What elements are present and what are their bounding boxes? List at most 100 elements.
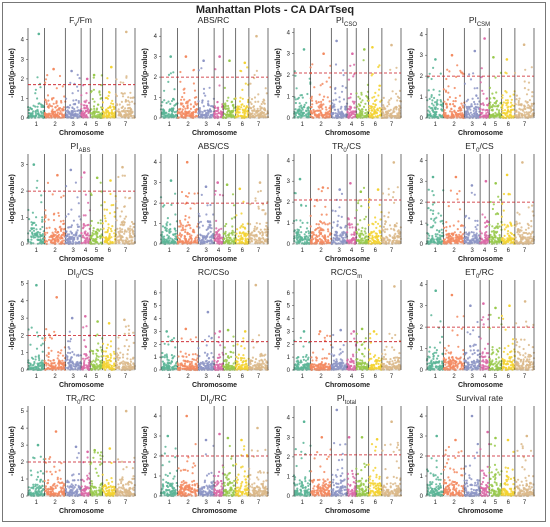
snp-point bbox=[505, 104, 508, 107]
snp-point bbox=[371, 241, 374, 244]
snp-point bbox=[362, 239, 365, 242]
snp-point bbox=[506, 224, 509, 227]
peak-point bbox=[322, 52, 325, 55]
snp-point bbox=[228, 232, 231, 235]
snp-point bbox=[249, 101, 252, 104]
snp-point bbox=[129, 232, 132, 235]
snp-point bbox=[59, 110, 62, 113]
peak-point bbox=[298, 177, 302, 181]
snp-point bbox=[39, 86, 42, 89]
snp-point bbox=[334, 112, 337, 115]
snp-point bbox=[129, 91, 132, 94]
snp-point bbox=[389, 234, 392, 238]
x-tick-label: 5 bbox=[95, 122, 99, 128]
snp-point bbox=[326, 96, 329, 99]
snp-point bbox=[29, 106, 32, 109]
snp-point bbox=[262, 209, 265, 212]
snp-point bbox=[447, 205, 450, 208]
snp-point bbox=[500, 105, 504, 108]
snp-point bbox=[509, 239, 512, 242]
snp-point bbox=[202, 105, 205, 108]
snp-point bbox=[532, 114, 535, 117]
snp-point bbox=[385, 113, 388, 116]
snp-point bbox=[58, 226, 61, 229]
snp-point bbox=[248, 96, 251, 99]
snp-point bbox=[78, 225, 81, 228]
snp-point bbox=[161, 101, 164, 104]
snp-point bbox=[77, 202, 80, 205]
snp-point bbox=[236, 115, 239, 118]
snp-point bbox=[109, 192, 112, 196]
snp-point bbox=[200, 193, 203, 196]
snp-point bbox=[65, 215, 68, 218]
snp-point bbox=[234, 97, 237, 100]
snp-point bbox=[476, 106, 479, 109]
snp-point bbox=[111, 111, 114, 114]
snp-point bbox=[530, 66, 533, 69]
snp-point bbox=[432, 209, 435, 212]
snp-point bbox=[337, 238, 340, 241]
snp-point bbox=[443, 226, 446, 229]
snp-point bbox=[334, 98, 338, 101]
snp-point bbox=[187, 192, 191, 195]
snp-point bbox=[311, 103, 314, 106]
snp-point bbox=[87, 110, 90, 114]
snp-point bbox=[358, 97, 362, 100]
snp-point bbox=[395, 115, 398, 118]
snp-point bbox=[440, 241, 443, 244]
snp-point bbox=[176, 236, 179, 239]
peak-point bbox=[85, 77, 89, 81]
snp-point bbox=[180, 190, 184, 194]
snp-point bbox=[363, 218, 366, 221]
snp-point bbox=[34, 236, 37, 239]
snp-point bbox=[441, 231, 444, 234]
snp-point bbox=[45, 101, 48, 104]
snp-point bbox=[106, 77, 109, 80]
snp-point bbox=[453, 105, 456, 108]
snp-point bbox=[461, 233, 464, 236]
snp-point bbox=[253, 108, 256, 111]
snp-point bbox=[118, 227, 122, 230]
snp-point bbox=[443, 239, 446, 242]
snp-point bbox=[129, 225, 132, 228]
snp-point bbox=[450, 232, 453, 235]
snp-point bbox=[448, 70, 451, 73]
snp-point bbox=[498, 239, 501, 243]
snp-point bbox=[233, 216, 236, 219]
snp-point bbox=[173, 88, 176, 91]
snp-point bbox=[391, 90, 394, 93]
snp-point bbox=[384, 228, 387, 231]
snp-point bbox=[51, 97, 54, 100]
snp-point bbox=[439, 115, 442, 118]
snp-point bbox=[202, 92, 206, 95]
snp-point bbox=[101, 101, 104, 104]
snp-point bbox=[113, 215, 116, 218]
snp-point bbox=[369, 112, 372, 115]
snp-point bbox=[445, 226, 448, 229]
peak-point bbox=[505, 173, 509, 177]
snp-point bbox=[179, 112, 182, 116]
snp-point bbox=[252, 106, 255, 109]
snp-point bbox=[34, 92, 37, 95]
snp-point bbox=[120, 92, 123, 95]
snp-point bbox=[387, 193, 390, 196]
snp-point bbox=[463, 233, 466, 236]
snp-point bbox=[226, 111, 229, 114]
snp-point bbox=[92, 76, 95, 79]
snp-point bbox=[428, 72, 431, 75]
snp-point bbox=[386, 228, 389, 231]
snp-point bbox=[213, 115, 216, 118]
snp-point bbox=[62, 115, 65, 119]
snp-point bbox=[61, 108, 64, 111]
snp-point bbox=[438, 90, 441, 93]
snp-point bbox=[495, 225, 498, 228]
snp-point bbox=[294, 101, 297, 105]
snp-point bbox=[207, 226, 210, 229]
panel-title-main: PI bbox=[469, 15, 477, 25]
snp-point bbox=[391, 236, 395, 239]
snp-point bbox=[184, 228, 187, 231]
snp-point bbox=[348, 112, 351, 115]
snp-point bbox=[80, 94, 83, 97]
snp-point bbox=[496, 212, 499, 215]
snp-point bbox=[46, 74, 49, 77]
